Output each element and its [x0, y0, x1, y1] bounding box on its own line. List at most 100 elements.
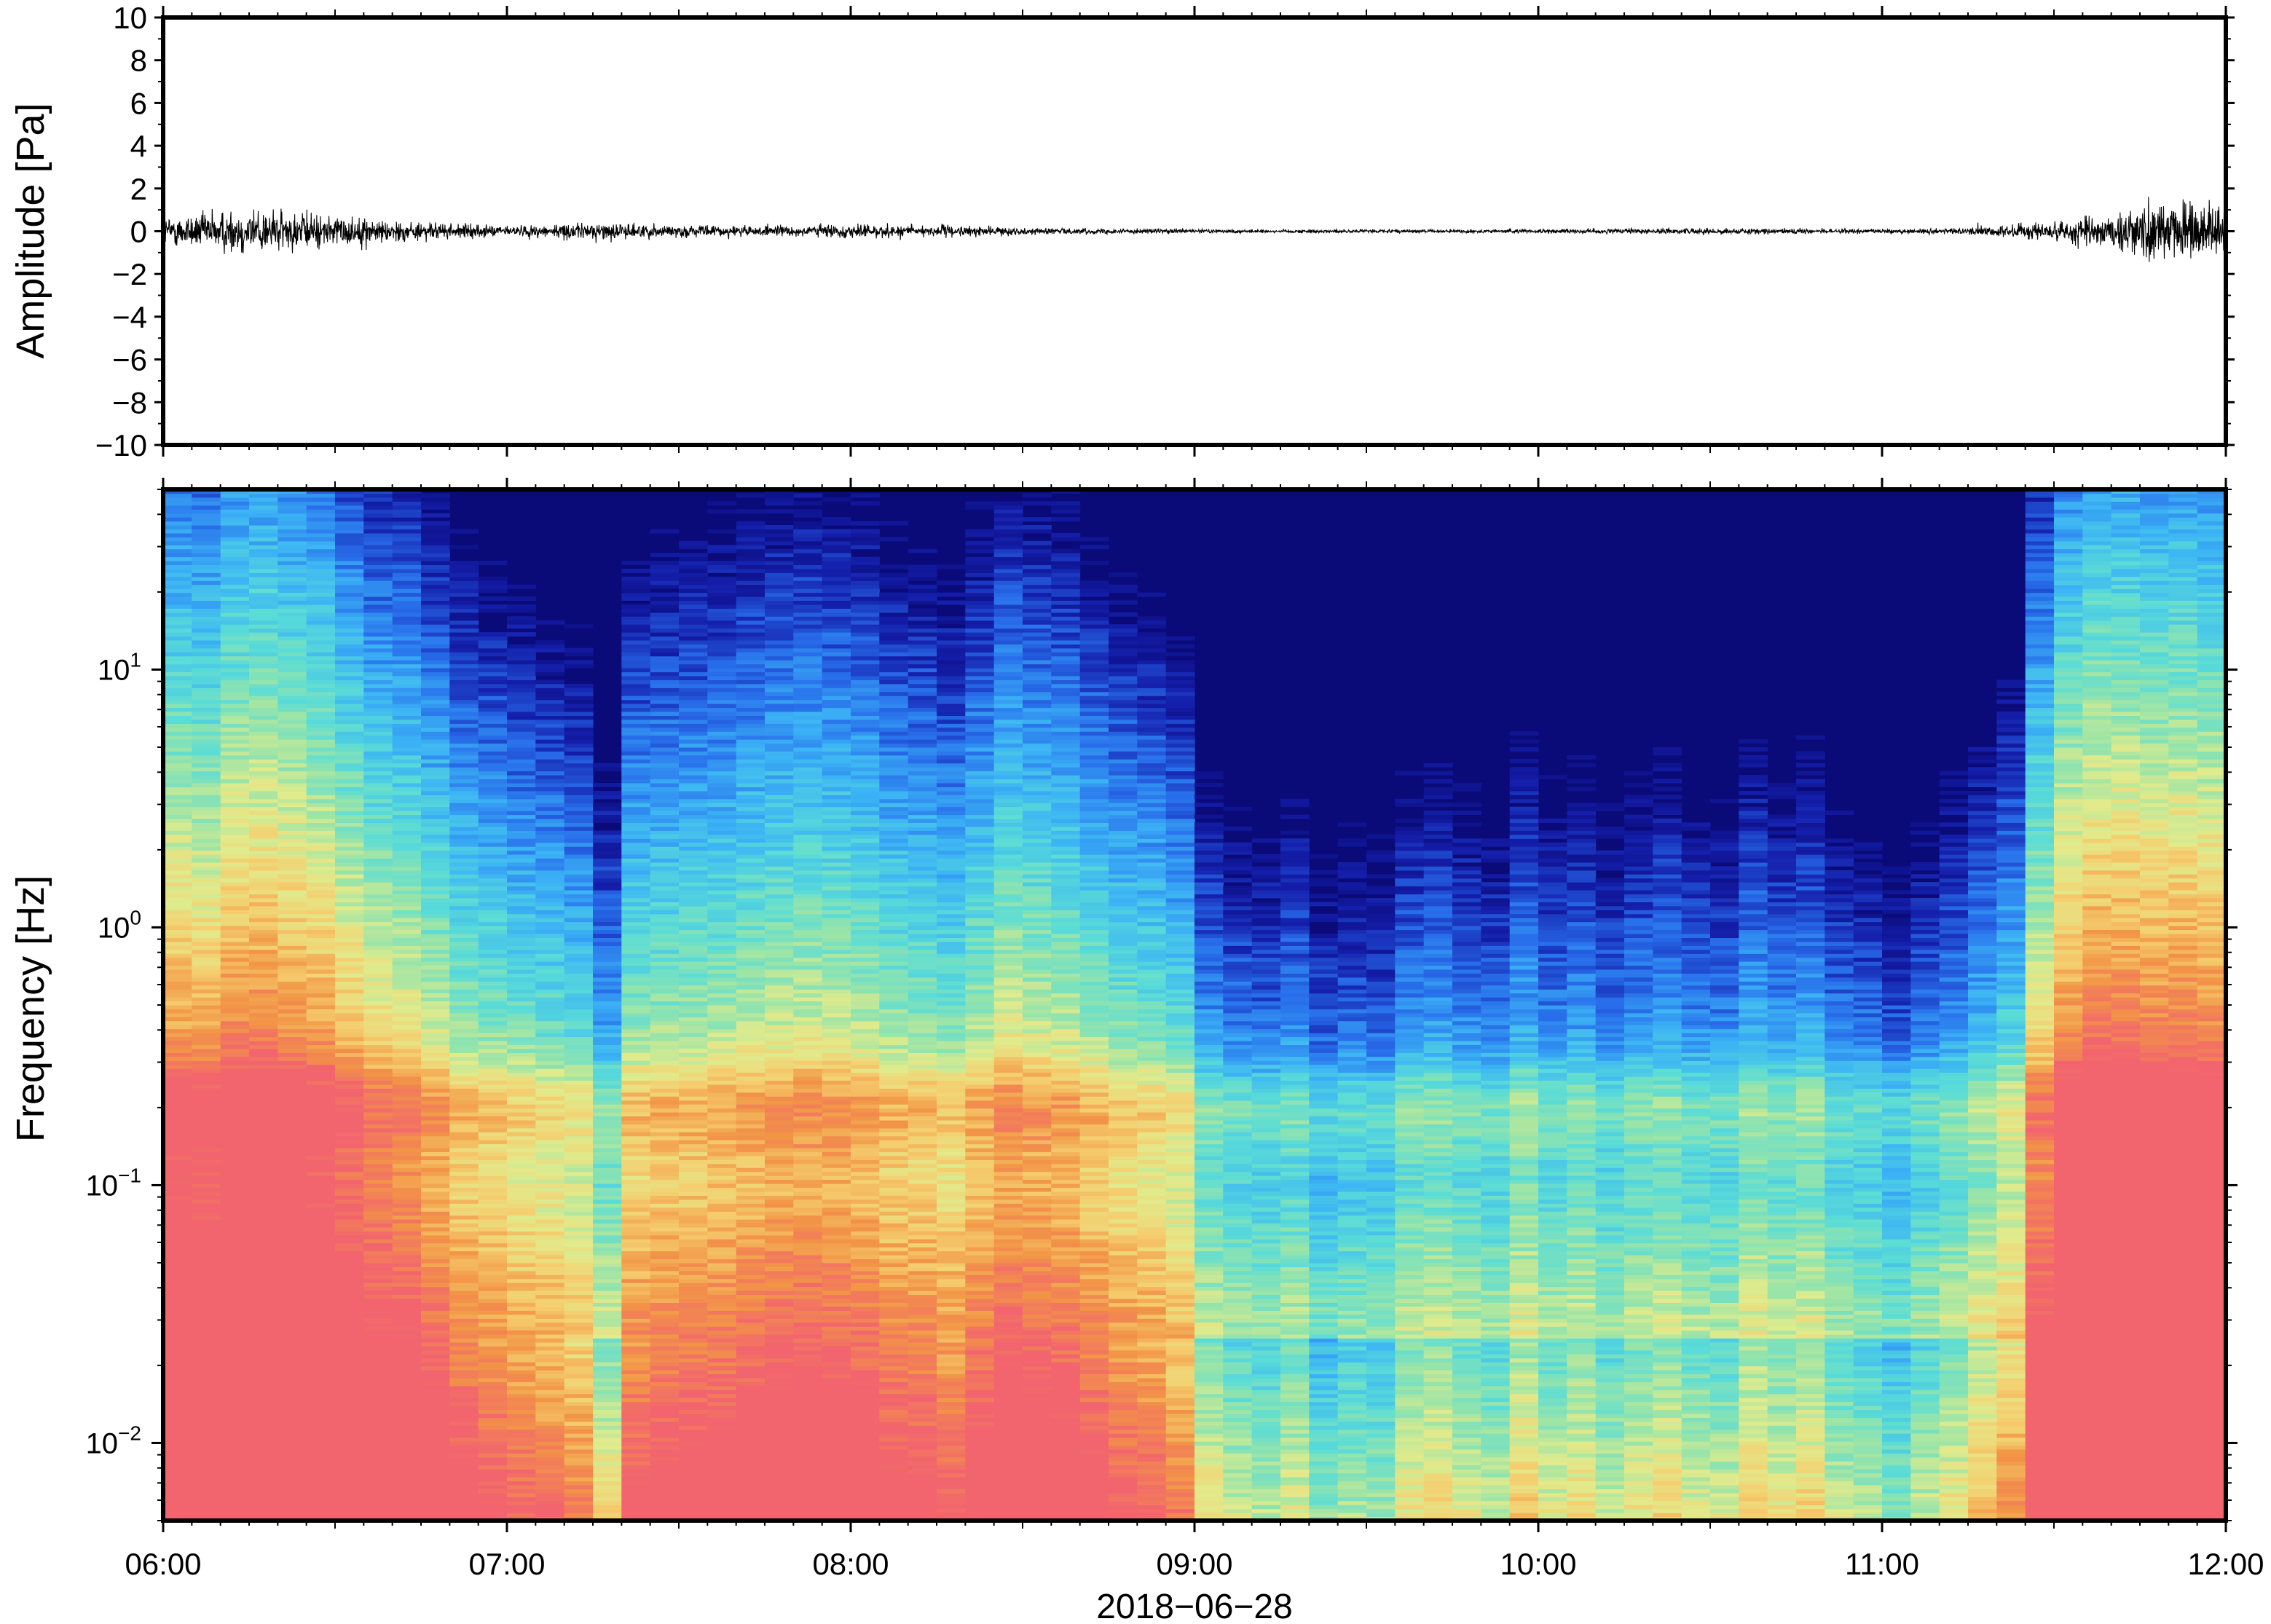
spectrogram-cell [363, 929, 393, 934]
spectrogram-cell [621, 1156, 651, 1160]
spectrogram-cell [707, 1132, 737, 1137]
spectrogram-cell [306, 1414, 336, 1418]
spectrogram-cell [249, 854, 278, 859]
spectrogram-cell [363, 1001, 393, 1006]
spectrogram-cell [593, 977, 622, 982]
spectrogram-cell [507, 1401, 536, 1406]
spectrogram-cell [679, 1119, 708, 1124]
spectrogram-cell [163, 1385, 192, 1390]
spectrogram-cell [679, 556, 708, 561]
spectrogram-cell [278, 604, 307, 609]
spectrogram-cell [363, 834, 393, 839]
spectrogram-cell [593, 1334, 622, 1339]
spectrogram-cell [650, 1290, 680, 1296]
spectrogram-cell [335, 652, 364, 657]
spectrogram-cell [220, 1294, 250, 1299]
spectrogram-cell [564, 1096, 594, 1101]
spectrogram-cell [192, 882, 221, 887]
spectrogram-cell [535, 858, 565, 863]
spectrogram-cell [449, 1266, 479, 1272]
spectrogram-cell [392, 1108, 422, 1113]
spectrogram-cell [507, 1393, 536, 1398]
spectrogram-cell [507, 779, 536, 784]
spectrogram-cell [449, 1119, 479, 1124]
spectrogram-cell [278, 1195, 307, 1200]
spectrogram-cell [564, 1219, 594, 1224]
spectrogram-cell [621, 1036, 651, 1041]
spectrogram-cell [535, 787, 565, 792]
spectrogram-cell [192, 874, 221, 879]
spectrogram-cell [306, 1449, 336, 1454]
spectrogram-cell [679, 1341, 708, 1347]
spectrogram-cell [421, 612, 450, 617]
spectrogram-cell [249, 1048, 278, 1053]
spectrogram-cell [621, 787, 651, 792]
spectrogram-cell [306, 842, 336, 847]
spectrogram-cell [449, 1255, 479, 1260]
spectrogram-cell [220, 1044, 250, 1049]
spectrogram-cell [363, 1302, 393, 1307]
spectrogram-cell [507, 953, 536, 958]
spectrogram-cell [679, 878, 708, 883]
spectrogram-cell [278, 727, 307, 732]
spectrogram-cell [220, 671, 250, 677]
spectrogram-cell [449, 1127, 479, 1132]
spectrogram-cell [163, 1349, 192, 1355]
spectrogram-cell [335, 532, 364, 537]
spectrogram-cell [220, 588, 250, 594]
spectrogram-cell [392, 1266, 422, 1272]
spectrogram-cell [335, 703, 364, 709]
spectrogram-cell [335, 517, 364, 522]
spectrogram-cell [163, 1017, 192, 1022]
spectrogram-cell [392, 1052, 422, 1057]
spectrogram-cell [507, 712, 536, 716]
spectrogram-cell [621, 1429, 651, 1434]
spectrogram-cell [564, 1191, 594, 1196]
spectrogram-cell [449, 1314, 479, 1319]
spectrogram-cell [421, 1183, 450, 1189]
spectrogram-cell [449, 838, 479, 843]
spectrogram-cell [363, 1437, 393, 1442]
spectrogram-cell [478, 854, 508, 859]
spectrogram-cell [249, 521, 278, 526]
spectrogram-cell [335, 1461, 364, 1466]
spectrogram-cell [306, 1127, 336, 1132]
spectrogram-cell [363, 759, 393, 764]
spectrogram-cell [679, 811, 708, 816]
spectrogram-cell [421, 1492, 450, 1497]
spectrogram-cell [220, 811, 250, 816]
spectrogram-cell [449, 1357, 479, 1363]
spectrogram-cell [421, 1417, 450, 1422]
spectrogram-cell [363, 655, 393, 661]
spectrogram-cell [392, 751, 422, 756]
spectrogram-cell [593, 1143, 622, 1148]
spectrogram-cell [249, 1223, 278, 1228]
spectrogram-cell [707, 1314, 737, 1319]
spectrogram-cell [363, 1318, 393, 1323]
spectrogram-cell [507, 1127, 536, 1132]
spectrogram-cell [163, 1191, 192, 1196]
spectrogram-cell [335, 1314, 364, 1319]
spectrogram-cell [278, 866, 307, 871]
spectrogram-cell [163, 1473, 192, 1478]
spectrogram-cell [249, 921, 278, 926]
spectrogram-cell [478, 1274, 508, 1280]
spectrogram-cell [363, 1390, 393, 1395]
spectrogram-cell [392, 1005, 422, 1009]
spectrogram-cell [593, 1310, 622, 1315]
spectrogram-cell [707, 1100, 737, 1105]
spectrogram-cell [220, 1017, 250, 1022]
spectrogram-cell [278, 668, 307, 673]
spectrogram-cell [478, 1231, 508, 1236]
spectrogram-cell [593, 1274, 622, 1280]
spectrogram-cell [564, 1401, 594, 1406]
spectrogram-cell [707, 1187, 737, 1192]
spectrogram-cell [163, 727, 192, 732]
spectrogram-cell [163, 886, 192, 891]
spectrogram-cell [421, 1349, 450, 1355]
spectrogram-cell [421, 1393, 450, 1398]
spectrogram-cell [421, 652, 450, 657]
spectrogram-cell [621, 1513, 651, 1518]
spectrogram-cell [621, 1064, 651, 1069]
spectrogram-cell [249, 977, 278, 982]
